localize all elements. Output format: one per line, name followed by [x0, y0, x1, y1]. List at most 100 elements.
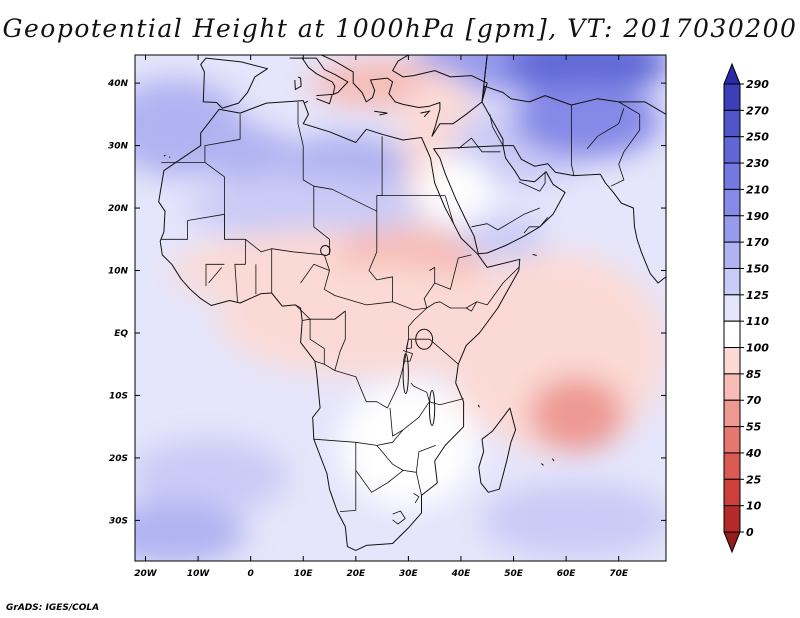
island-outline	[532, 253, 537, 256]
colorbar-swatch	[723, 478, 741, 507]
coastline-south_asia	[481, 55, 666, 284]
colorbar-top-arrow	[723, 62, 741, 85]
border-line	[413, 493, 420, 504]
island-outline	[541, 463, 544, 466]
colorbar-swatch	[723, 83, 741, 111]
lat-tick-label: 20N	[108, 204, 129, 214]
island-outline	[163, 154, 166, 157]
plot-frame	[134, 54, 667, 562]
island-outline	[477, 404, 480, 408]
island-outline	[294, 76, 302, 91]
lat-tick-label: 30N	[108, 142, 129, 152]
colorbar-swatch	[723, 136, 741, 164]
colorbar-swatch	[723, 426, 741, 454]
colorbar-swatch	[723, 215, 741, 243]
lake-malawi	[428, 389, 436, 426]
border-line	[465, 301, 478, 312]
colorbar-label: 210	[746, 183, 769, 196]
island-outline	[551, 458, 555, 462]
colorbar-swatch	[723, 320, 741, 349]
border-line	[523, 217, 549, 234]
colorbar-label: 85	[746, 368, 762, 381]
colorbar-label: 250	[746, 131, 769, 144]
colorbar-bottom-arrow	[723, 531, 741, 554]
lon-tick-label: 40E	[451, 569, 472, 579]
border-line	[355, 469, 422, 496]
height-blob	[187, 123, 293, 180]
colorbar-swatch	[723, 267, 741, 296]
border-line	[313, 382, 430, 446]
coastline-africa	[158, 100, 521, 551]
border-line	[415, 445, 436, 473]
lon-tick-label: 10E	[294, 569, 314, 579]
border-line	[489, 114, 504, 146]
island-outline	[374, 110, 388, 116]
lon-tick-label: 10W	[187, 569, 211, 579]
colorbar-label: 230	[746, 157, 769, 170]
lon-tick-label: 0	[248, 569, 254, 579]
grads-credit: GrADS: IGES/COLA	[6, 603, 100, 613]
border-line	[429, 398, 464, 406]
colorbar-swatch	[723, 452, 741, 480]
border-line	[586, 107, 625, 149]
lon-tick-label: 20E	[346, 569, 366, 579]
border-line	[376, 445, 404, 471]
height-blob	[503, 55, 666, 93]
border-line	[389, 407, 404, 437]
colorbar-swatch	[723, 347, 741, 375]
colorbar-label: 110	[746, 315, 769, 328]
colorbar-label: 70	[746, 394, 762, 407]
border-line	[458, 137, 501, 153]
border-line	[208, 267, 223, 284]
border-line	[402, 350, 414, 362]
colorbar-swatch	[723, 188, 741, 217]
colorbar-label: 25	[746, 473, 762, 486]
border-line	[334, 310, 346, 371]
island-outline	[316, 93, 333, 105]
height-blob	[135, 439, 288, 515]
coastline-iberia	[200, 57, 268, 109]
coastline-madagascar	[478, 407, 517, 493]
lon-tick-label: 50E	[504, 569, 524, 579]
island-outline	[420, 110, 431, 118]
border-line	[434, 254, 472, 290]
colorbar-swatch	[723, 399, 741, 428]
border-line	[300, 263, 330, 284]
lon-tick-label: 30E	[399, 569, 419, 579]
lake-chad	[320, 245, 331, 257]
lat-tick-label: 10N	[108, 267, 129, 277]
border-line	[234, 239, 246, 302]
colorbar-label: 10	[746, 500, 762, 513]
colorbar-swatch	[723, 505, 741, 533]
border-line	[471, 207, 540, 231]
colorbar-swatch	[723, 162, 741, 190]
border-line	[444, 195, 454, 224]
border-line	[368, 211, 394, 302]
border-line	[205, 263, 225, 287]
colorbar-label: 55	[746, 421, 762, 434]
height-blob	[418, 158, 493, 221]
border-line	[518, 171, 546, 192]
colorbar-label: 150	[746, 262, 769, 275]
colorbar: 2902702502302101901701501251101008570554…	[723, 62, 769, 554]
lon-tick-label: 60E	[557, 569, 577, 579]
border-line	[339, 442, 357, 512]
colorbar-label: 100	[746, 342, 769, 355]
colorbar-label: 40	[745, 447, 762, 460]
island-outline	[125, 238, 127, 239]
colorbar-label: 0	[746, 526, 754, 539]
colorbar-label: 125	[746, 289, 769, 302]
coastline-iran_region	[481, 55, 666, 115]
lon-tick-label: 20W	[134, 569, 158, 579]
border-line	[313, 186, 330, 255]
colorbar-label: 190	[746, 210, 769, 223]
lat-tick-label: 40N	[107, 79, 129, 89]
coastline-balkans_turkey	[321, 55, 488, 137]
border-line	[392, 510, 406, 525]
coastline-italy	[289, 57, 349, 95]
border-line	[302, 318, 325, 365]
height-blob	[135, 501, 246, 561]
colorbar-label: 290	[746, 78, 769, 91]
lat-tick-label: EQ	[114, 329, 128, 339]
